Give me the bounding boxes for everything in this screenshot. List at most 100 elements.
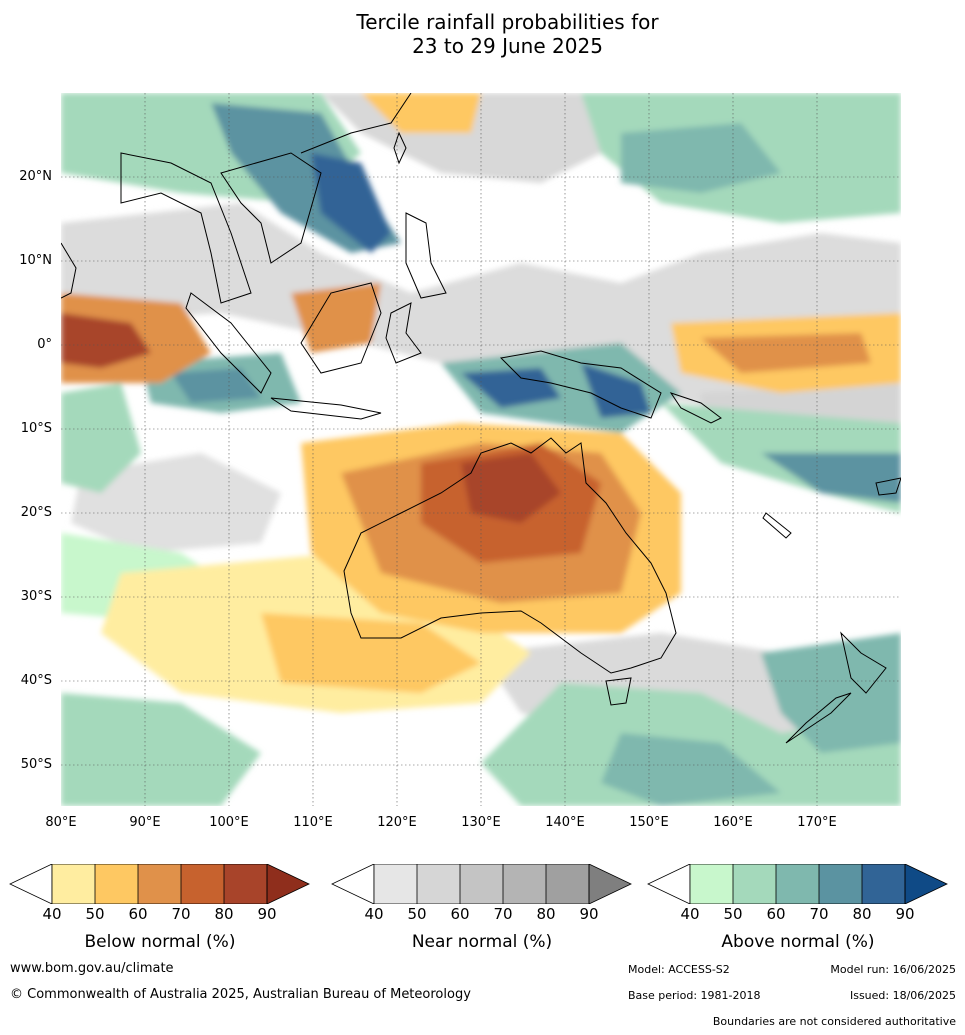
issued-text: Issued: 18/06/2025 [849, 989, 956, 1002]
lon-tick-140e: 140°E [545, 815, 585, 830]
lon-tick-90e: 90°E [129, 815, 161, 830]
lon-tick-110e: 110°E [293, 815, 333, 830]
below-lower-extension [9, 864, 53, 904]
below-swatch-80 [224, 864, 267, 904]
title-line-1: Tercile rainfall probabilities for [356, 10, 659, 34]
above-normal-region [581, 363, 651, 418]
above-normal-region [761, 453, 901, 503]
model-text: Model: ACCESS-S2 [628, 963, 730, 976]
probability-fields [61, 93, 901, 806]
below-normal-region [61, 313, 151, 368]
above-normal-region [461, 368, 561, 408]
lon-tick-130e: 130°E [461, 815, 501, 830]
near-swatch-70 [503, 864, 546, 904]
above-normal-colorbar [647, 864, 948, 904]
near-tick-50: 50 [407, 905, 427, 923]
lat-tick-10n: 10°N [19, 253, 52, 268]
above-normal-region [761, 633, 901, 753]
model-run-text: Model run: 16/06/2025 [830, 963, 956, 976]
map-svg [61, 93, 901, 806]
near-tick-60: 60 [450, 905, 470, 923]
below-normal-region [261, 613, 481, 693]
solomon-islands-coastline [669, 392, 722, 424]
above-lower-extension [647, 864, 691, 904]
sumatra-coastline [185, 292, 272, 394]
lat-tick-0: 0° [37, 337, 52, 352]
website-link[interactable]: www.bom.gov.au/climate [10, 961, 174, 976]
indochina-coastline [220, 152, 322, 264]
australia-coastline [343, 437, 677, 674]
above-normal-region [171, 368, 261, 403]
above-tick-80: 80 [852, 905, 872, 923]
near-swatch-40 [374, 864, 417, 904]
below-tick-40: 40 [42, 905, 62, 923]
above-normal-region [601, 733, 781, 806]
lon-tick-150e: 150°E [629, 815, 669, 830]
near-normal-region [71, 453, 281, 553]
below-tick-60: 60 [128, 905, 148, 923]
new-zealand-south-coastline [785, 692, 852, 744]
near-tick-40: 40 [364, 905, 384, 923]
base-period-text: Base period: 1981-2018 [628, 989, 761, 1002]
above-normal-region [61, 383, 141, 493]
near-upper-extension [588, 864, 632, 904]
new-zealand-north-coastline [840, 631, 887, 694]
lon-tick-120e: 120°E [377, 815, 417, 830]
above-swatch-50 [733, 864, 776, 904]
above-tick-50: 50 [723, 905, 743, 923]
above-upper-extension [904, 864, 948, 904]
below-normal-region [701, 333, 871, 373]
taiwan-coastline [393, 131, 407, 165]
india-coastline [61, 242, 77, 299]
near-swatch-80 [546, 864, 589, 904]
title-line-2: 23 to 29 June 2025 [412, 34, 603, 58]
new-caledonia-coastline [762, 512, 792, 539]
lat-tick-10s: 10°S [20, 421, 52, 436]
below-tick-70: 70 [171, 905, 191, 923]
below-normal-region [291, 283, 381, 353]
above-swatch-80 [862, 864, 905, 904]
lat-tick-20n: 20°N [19, 169, 52, 184]
below-normal-region [461, 453, 561, 523]
above-swatch-70 [819, 864, 862, 904]
new-guinea-coastline [499, 350, 662, 419]
copyright-text: © Commonwealth of Australia 2025, Austra… [10, 987, 471, 1002]
above-swatch-60 [776, 864, 819, 904]
below-normal-label: Below normal (%) [84, 932, 236, 952]
lat-tick-30s: 30°S [20, 589, 52, 604]
china-coastline [300, 93, 412, 154]
above-tick-90: 90 [895, 905, 915, 923]
above-normal-region [311, 153, 391, 253]
near-swatch-60 [460, 864, 503, 904]
boundaries-disclaimer: Boundaries are not considered authoritat… [712, 1015, 956, 1028]
graticule [61, 93, 901, 806]
lat-tick-40s: 40°S [20, 673, 52, 688]
below-swatch-50 [95, 864, 138, 904]
below-swatch-60 [138, 864, 181, 904]
near-tick-90: 90 [579, 905, 599, 923]
lon-tick-100e: 100°E [209, 815, 249, 830]
lon-tick-170e: 170°E [797, 815, 837, 830]
above-normal-label: Above normal (%) [721, 932, 875, 952]
above-tick-40: 40 [680, 905, 700, 923]
above-tick-60: 60 [766, 905, 786, 923]
below-tick-80: 80 [214, 905, 234, 923]
below-swatch-40 [52, 864, 95, 904]
near-tick-80: 80 [536, 905, 556, 923]
below-swatch-70 [181, 864, 224, 904]
probability-map [61, 93, 901, 806]
southeast-asia-coastline [120, 152, 252, 304]
above-normal-region [621, 123, 781, 193]
lat-tick-50s: 50°S [20, 757, 52, 772]
below-tick-90: 90 [257, 905, 277, 923]
below-upper-extension [266, 864, 310, 904]
above-normal-region [61, 693, 261, 806]
near-tick-70: 70 [493, 905, 513, 923]
borneo-coastline [300, 282, 382, 374]
chart-title: Tercile rainfall probabilities for 23 to… [0, 10, 965, 58]
near-swatch-50 [417, 864, 460, 904]
below-normal-colorbar [9, 864, 310, 904]
lat-tick-20s: 20°S [20, 505, 52, 520]
colorbars [9, 864, 948, 904]
near-lower-extension [331, 864, 375, 904]
